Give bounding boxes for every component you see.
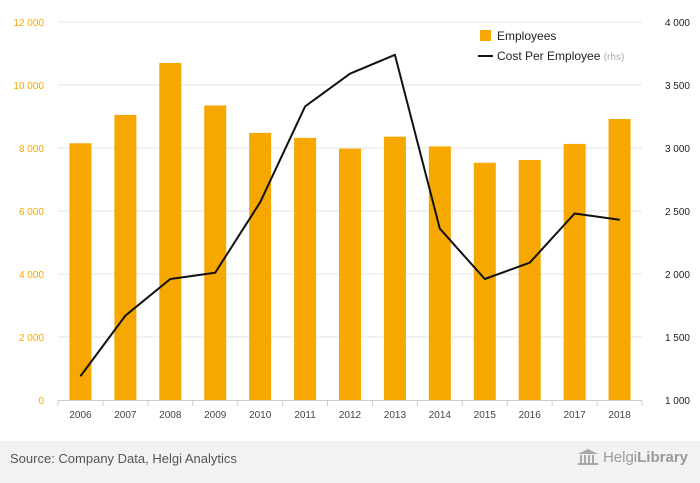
- legend-employees-swatch: [480, 30, 491, 41]
- line-point-2007: [124, 315, 126, 317]
- line-point-2013: [394, 54, 396, 56]
- y-right-tick-label-2500: 2 500: [665, 207, 690, 218]
- bar-2014: [428, 146, 451, 400]
- footer-bar: [0, 441, 700, 483]
- y-left-tick-label-2000: 2 000: [19, 333, 44, 344]
- bar-2010: [249, 132, 272, 400]
- x-tick-label-2012: 2012: [339, 410, 362, 421]
- x-tick-label-2015: 2015: [474, 410, 497, 421]
- y-right-tick-label-2000: 2 000: [665, 270, 690, 281]
- line-point-2017: [574, 213, 576, 215]
- y-left-tick-label-4000: 4 000: [19, 270, 44, 281]
- x-tick-label-2010: 2010: [249, 410, 272, 421]
- y-right-tick-label-3000: 3 000: [665, 144, 690, 155]
- line-point-2009: [214, 272, 216, 274]
- x-tick-label-2006: 2006: [69, 410, 92, 421]
- brand-name-bold: Library: [637, 448, 688, 466]
- bar-2018: [608, 119, 631, 401]
- line-point-2016: [529, 262, 531, 264]
- y-left-tick-label-6000: 6 000: [19, 207, 44, 218]
- line-point-2010: [259, 201, 261, 203]
- line-point-2011: [304, 105, 306, 107]
- line-point-2008: [169, 278, 171, 280]
- x-tick-label-2018: 2018: [608, 410, 631, 421]
- bar-2015: [473, 162, 496, 400]
- y-left-tick-label-8000: 8 000: [19, 144, 44, 155]
- bar-2017: [563, 143, 586, 400]
- employees-bars: [69, 62, 631, 401]
- bar-2012: [339, 148, 361, 400]
- chart: 2006 2007 2008 2009 2010 2011 2012 2013 2014 2015…: [13, 18, 690, 421]
- line-point-2012: [349, 73, 351, 75]
- bar-2011: [294, 137, 317, 401]
- x-tick-label-2016: 2016: [519, 410, 542, 421]
- legend-employees-label: Employees: [497, 29, 556, 43]
- cost-per-employee-line-group: [79, 53, 621, 377]
- bar-2007: [114, 114, 137, 401]
- legend-cost-name: Cost Per Employee: [497, 49, 604, 63]
- bar-2006: [69, 143, 92, 400]
- library-building-icon: [577, 449, 598, 465]
- y-left-tick-label-10000: 10 000: [13, 81, 44, 92]
- brand-logo: HelgiLibrary: [577, 448, 688, 466]
- bar-2013: [383, 136, 406, 400]
- source-text: Source: Company Data, Helgi Analytics: [10, 451, 237, 466]
- y-left-tick-label-12000: 12 000: [13, 18, 44, 29]
- x-tick-label-2009: 2009: [204, 410, 227, 421]
- y-right-tick-label-1500: 1 500: [665, 333, 690, 344]
- bar-2016: [518, 159, 541, 400]
- x-tick-label-2013: 2013: [384, 410, 407, 421]
- line-point-2014: [439, 228, 441, 230]
- line-point-2006: [79, 375, 81, 377]
- axes: 2006 2007 2008 2009 2010 2011 2012 2013 2014 2015…: [13, 18, 690, 421]
- x-tick-label-2011: 2011: [294, 410, 316, 421]
- legend-cost-label: Cost Per Employee (rhs): [497, 49, 624, 63]
- line-point-2018: [619, 219, 621, 221]
- y-left-tick-label-0: 0: [38, 396, 44, 407]
- x-tick-label-2014: 2014: [429, 410, 452, 421]
- x-tick-label-2008: 2008: [159, 410, 182, 421]
- x-tick-label-2007: 2007: [114, 410, 137, 421]
- legend: Employees Cost Per Employee (rhs): [478, 29, 624, 63]
- x-tick-label-2017: 2017: [563, 410, 586, 421]
- y-right-tick-label-4000: 4 000: [665, 18, 690, 29]
- bar-2009: [204, 105, 227, 400]
- y-right-tick-label-1000: 1 000: [665, 396, 690, 407]
- bar-2008: [159, 62, 182, 400]
- brand-name-light: Helgi: [602, 448, 638, 466]
- line-point-2015: [484, 278, 486, 280]
- legend-cost-rhs-note: (rhs): [604, 52, 625, 63]
- y-right-tick-label-3500: 3 500: [665, 81, 690, 92]
